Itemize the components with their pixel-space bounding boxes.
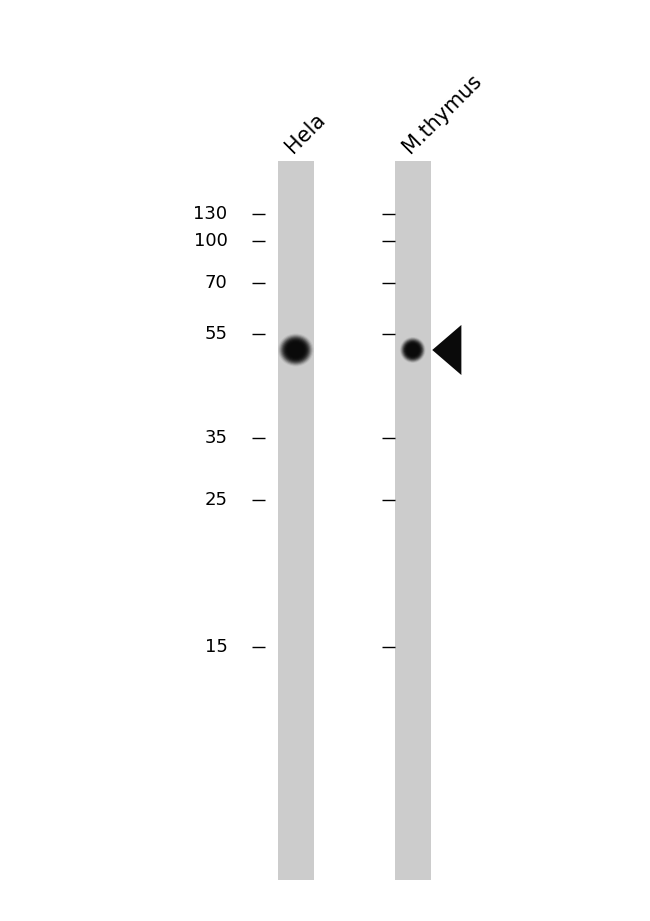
Ellipse shape — [408, 345, 418, 355]
Text: 25: 25 — [205, 491, 228, 509]
Ellipse shape — [285, 340, 307, 360]
Ellipse shape — [288, 343, 304, 357]
Ellipse shape — [402, 339, 424, 361]
Polygon shape — [432, 325, 461, 375]
Text: 70: 70 — [205, 274, 228, 292]
Ellipse shape — [287, 342, 305, 358]
Ellipse shape — [402, 340, 423, 361]
Bar — [278, 161, 313, 880]
Ellipse shape — [408, 344, 418, 356]
Text: Hela: Hela — [281, 109, 329, 157]
Ellipse shape — [286, 341, 306, 359]
Ellipse shape — [404, 341, 422, 359]
Text: 130: 130 — [193, 204, 227, 223]
Ellipse shape — [282, 338, 309, 362]
Ellipse shape — [289, 344, 303, 356]
Ellipse shape — [400, 338, 425, 362]
Ellipse shape — [405, 342, 421, 358]
Ellipse shape — [283, 339, 308, 361]
Bar — [395, 161, 430, 880]
Text: 15: 15 — [205, 637, 228, 656]
Text: 55: 55 — [205, 325, 228, 344]
Text: M.thymus: M.thymus — [398, 70, 485, 157]
Ellipse shape — [403, 340, 422, 360]
Ellipse shape — [281, 336, 310, 364]
Ellipse shape — [278, 333, 313, 367]
Ellipse shape — [279, 334, 313, 366]
Ellipse shape — [407, 344, 419, 356]
Text: 35: 35 — [205, 429, 228, 448]
Text: 100: 100 — [194, 232, 228, 251]
Ellipse shape — [280, 335, 311, 365]
Ellipse shape — [406, 343, 420, 357]
Ellipse shape — [406, 344, 419, 356]
Ellipse shape — [400, 337, 426, 363]
Ellipse shape — [289, 344, 302, 356]
